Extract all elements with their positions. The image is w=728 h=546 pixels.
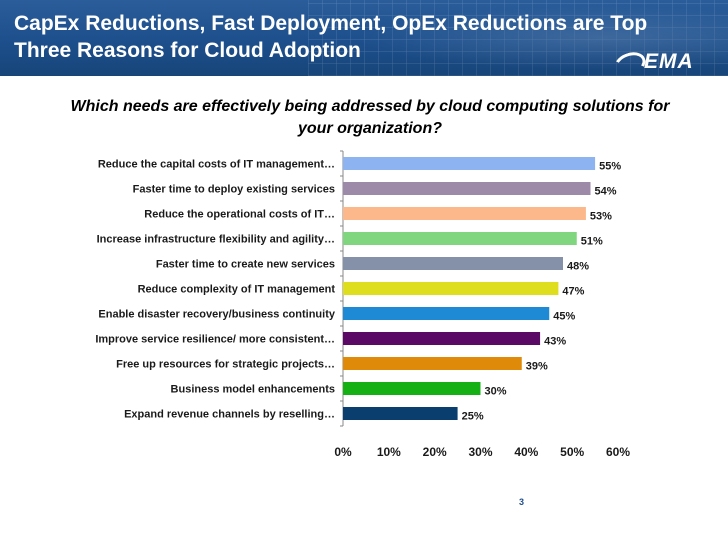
globe-grid-decoration (308, 0, 728, 76)
category-label: Expand revenue channels by reselling… (124, 409, 335, 421)
category-label: Faster time to deploy existing services (133, 184, 335, 196)
data-label: 55% (599, 161, 621, 173)
data-label: 51% (581, 236, 603, 248)
x-tick-label: 30% (468, 445, 492, 459)
bar (343, 332, 541, 345)
data-label: 45% (553, 311, 575, 323)
slide-title: CapEx Reductions, Fast Deployment, OpEx … (14, 12, 648, 62)
chart-question: Which needs are effectively being addres… (70, 98, 670, 137)
bar (343, 307, 550, 320)
data-label: 25% (462, 411, 484, 423)
bar (343, 382, 481, 395)
category-label: Reduce the capital costs of IT managemen… (98, 159, 335, 171)
data-label: 43% (544, 336, 566, 348)
page-number: 3 (519, 497, 525, 507)
category-label: Increase infrastructure flexibility and … (97, 234, 335, 246)
bar (343, 182, 591, 195)
ema-logo: EMA (611, 48, 718, 76)
logo-text: EMA (644, 50, 694, 73)
data-label: 48% (567, 261, 589, 273)
x-tick-label: 10% (377, 445, 401, 459)
category-label: Enable disaster recovery/business contin… (98, 309, 335, 321)
data-label: 53% (590, 211, 612, 223)
data-label: 47% (562, 286, 584, 298)
x-tick-label: 40% (514, 445, 538, 459)
category-label: Business model enhancements (171, 384, 335, 396)
title-banner: CapEx Reductions, Fast Deployment, OpEx … (0, 0, 728, 76)
bar (343, 157, 596, 170)
x-tick-label: 60% (606, 445, 630, 459)
x-tick-label: 0% (334, 445, 352, 459)
category-label: Free up resources for strategic projects… (116, 359, 335, 371)
bar (343, 232, 577, 245)
bar (343, 357, 522, 370)
bar (343, 207, 586, 220)
category-label: Reduce complexity of IT management (138, 284, 336, 296)
bar (343, 407, 458, 420)
x-tick-label: 20% (423, 445, 447, 459)
category-label: Improve service resilience/ more consist… (95, 334, 335, 346)
category-label: Faster time to create new services (156, 259, 335, 271)
x-tick-label: 50% (560, 445, 584, 459)
data-label: 54% (595, 186, 617, 198)
bar (343, 282, 559, 295)
bar (343, 257, 563, 270)
data-label: 39% (526, 361, 548, 373)
data-label: 30% (485, 386, 507, 398)
category-label: Reduce the operational costs of IT… (144, 209, 335, 221)
